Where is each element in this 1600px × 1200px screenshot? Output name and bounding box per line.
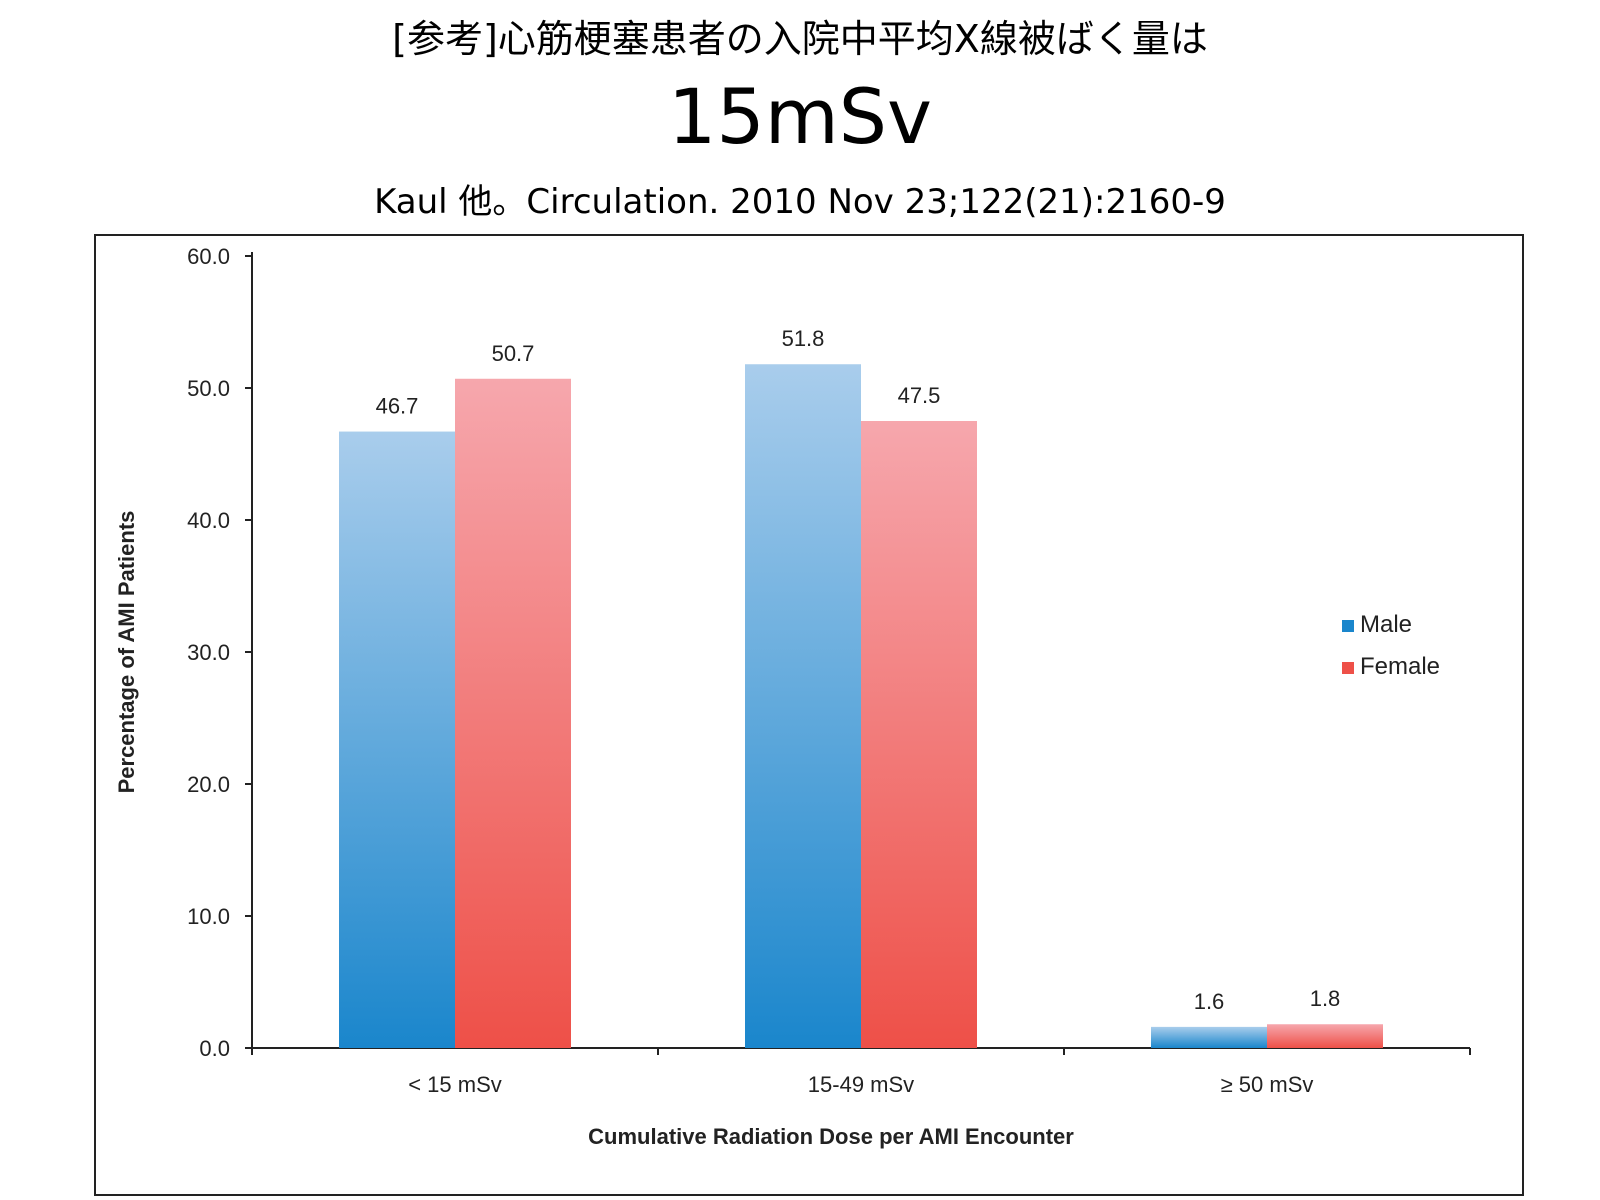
y-tick-label: 20.0 bbox=[187, 772, 230, 797]
bar-male-1 bbox=[339, 432, 455, 1048]
chart-frame: 0.0 10.0 20.0 30.0 40.0 50.0 60.0 Percentage of… bbox=[94, 234, 1524, 1196]
legend-label-female: Female bbox=[1360, 653, 1440, 680]
bar-female-3 bbox=[1267, 1024, 1383, 1048]
data-label: 1.8 bbox=[1310, 986, 1341, 1011]
data-label: 50.7 bbox=[492, 341, 535, 366]
bar-male-2 bbox=[745, 364, 861, 1048]
data-label: 51.8 bbox=[782, 326, 825, 351]
bar-female-1 bbox=[455, 379, 571, 1048]
legend-swatch-female bbox=[1342, 662, 1354, 674]
x-tick-label: 15-49 mSv bbox=[808, 1072, 914, 1097]
legend-label-male: Male bbox=[1360, 611, 1412, 638]
slide-headline-value: 15mSv bbox=[0, 72, 1600, 161]
y-tick-label: 40.0 bbox=[187, 508, 230, 533]
legend: Male Female bbox=[1342, 611, 1440, 680]
bars bbox=[339, 364, 1383, 1048]
data-label: 1.6 bbox=[1194, 989, 1225, 1014]
bar-chart: 0.0 10.0 20.0 30.0 40.0 50.0 60.0 Percentage of… bbox=[96, 236, 1522, 1194]
y-tick-label: 50.0 bbox=[187, 376, 230, 401]
bar-female-2 bbox=[861, 421, 977, 1048]
y-tick-label: 60.0 bbox=[187, 244, 230, 269]
data-label: 47.5 bbox=[898, 383, 941, 408]
legend-swatch-male bbox=[1342, 620, 1354, 632]
y-axis-label: Percentage of AMI Patients bbox=[114, 511, 139, 794]
data-label: 46.7 bbox=[376, 394, 419, 419]
y-tick-label: 0.0 bbox=[199, 1036, 230, 1061]
bar-male-3 bbox=[1151, 1027, 1267, 1048]
citation: Kaul 他。Circulation. 2010 Nov 23;122(21):… bbox=[0, 174, 1600, 223]
x-tick-label: ≥ 50 mSv bbox=[1221, 1072, 1314, 1097]
y-tick-label: 30.0 bbox=[187, 640, 230, 665]
x-axis-label: Cumulative Radiation Dose per AMI Encoun… bbox=[588, 1124, 1074, 1149]
x-tick-label: < 15 mSv bbox=[408, 1072, 502, 1097]
slide-title: [参考]心筋梗塞患者の入院中平均X線被ばく量は bbox=[0, 8, 1600, 63]
y-tick-label: 10.0 bbox=[187, 904, 230, 929]
